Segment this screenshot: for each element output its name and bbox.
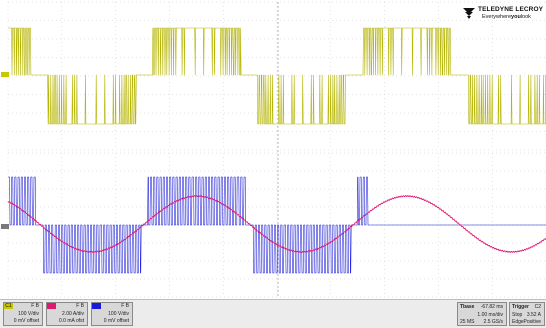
ch2-ground-marker [1, 224, 9, 229]
ch1-trace [8, 27, 546, 125]
trigger-level: 3.52 A [526, 312, 541, 318]
logo-tagline: Everywhereyoulook [482, 14, 531, 20]
timebase-delay: -67.82 ms [480, 304, 503, 310]
ch3-trace [8, 176, 546, 274]
channel-descriptor-c2[interactable]: F B 2.00 A/div 0.0 mA ofst [46, 302, 88, 326]
channel-offset: 0 mV offset [103, 318, 129, 324]
channel-descriptor-c3[interactable]: F B 100 V/div 0 mV offset [91, 302, 133, 326]
trigger-channel: C2 [534, 304, 541, 310]
channel-descriptor-c1[interactable]: C1 F B 100 V/div 0 mV offset [3, 302, 43, 326]
trigger-type: Edge [512, 319, 524, 325]
channel-scale: 100 V/div [108, 311, 129, 317]
lecroy-emblem-icon [463, 8, 475, 19]
channel-scale: 2.00 A/div [62, 311, 84, 317]
trigger-mode: Stop [512, 312, 523, 318]
channel-tag [92, 303, 101, 309]
ch3-waveform [8, 176, 546, 274]
timebase-descriptor[interactable]: Tbase -67.82 ms 1.00 ms/div 25 MS 2.5 GS… [457, 302, 507, 326]
channel-tag: C1 [4, 303, 13, 309]
timebase-per-div: 1.00 ms/div [477, 312, 503, 318]
timebase-rate: 2.5 GS/s [483, 319, 503, 325]
ch1-waveform [8, 27, 546, 125]
channel-tag [47, 303, 56, 309]
timebase-samples: 25 MS [460, 319, 475, 325]
teledyne-lecroy-logo: TELEDYNE LECROY Everywhereyoulook [462, 6, 544, 24]
logo-brand: TELEDYNE LECROY [478, 6, 544, 13]
channel-scale: 100 V/div [18, 311, 39, 317]
ch2-trace [7, 195, 546, 253]
ch1-ground-marker [1, 72, 9, 77]
status-bar: C1 F B 100 V/div 0 mV offset F B 2.00 A/… [0, 299, 546, 328]
channel-offset: 0 mV offset [13, 318, 39, 324]
channel-offset: 0.0 mA ofst [58, 318, 84, 324]
ch2-waveform [7, 195, 546, 253]
trigger-descriptor[interactable]: Trigger C2 Stop 3.52 A Edge Positive [509, 302, 545, 326]
trigger-slope: Positive [523, 319, 541, 325]
